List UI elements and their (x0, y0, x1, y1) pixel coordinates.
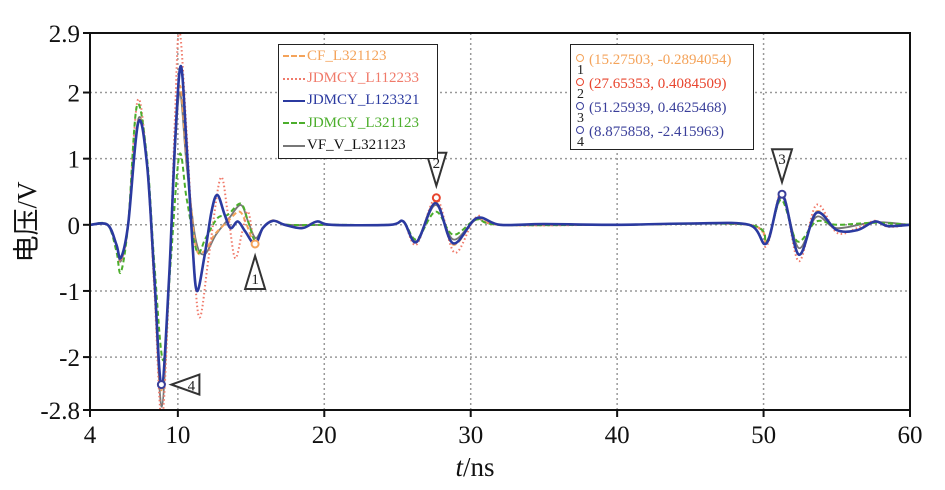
y-tick-label: -1 (59, 279, 80, 306)
x-axis-label-var: t (455, 452, 464, 482)
y-tick-label: -2 (59, 345, 80, 372)
datatip-label: 3 (778, 152, 786, 168)
datatip-index: 4 (577, 135, 584, 150)
y-tick-label: -2.8 (40, 398, 80, 425)
legend-swatch (283, 55, 305, 58)
y-tick-label: 2 (68, 81, 81, 108)
x-tick-label: 30 (458, 422, 483, 449)
legend-swatch (283, 122, 305, 125)
y-tick-label: 0 (68, 213, 81, 240)
datatip-label: 1 (251, 272, 259, 288)
plot-frame (89, 32, 911, 411)
datatip-row: 2 (27.65353, 0.4084509) (571, 72, 753, 102)
datatip-dot-icon (576, 78, 584, 86)
datatip-point[interactable] (156, 380, 166, 390)
datatip-coords: (27.65353, 0.4084509) (589, 76, 727, 92)
datatip-coords: (51.25939, 0.4625468) (589, 100, 727, 116)
legend-item[interactable]: VF_V_L321123 (279, 135, 437, 157)
datatip-pointer (168, 373, 201, 397)
datatip-row: 1 (15.27503, -0.2894054) (571, 48, 753, 78)
datatip-row: 3 (51.25939, 0.4625468) (571, 96, 753, 126)
datatip-pointer (243, 252, 267, 290)
datatip-point[interactable] (250, 239, 260, 249)
datatip-dot-icon (576, 54, 584, 62)
series-line-jdmcy-l321123 (90, 102, 910, 362)
legend: CF_L321123 JDMCY_L112233 JDMCY_L123321 JDMC… (278, 44, 438, 159)
datatip-pointer (770, 148, 794, 186)
legend-item[interactable]: CF_L321123 (279, 45, 437, 67)
x-tick-label: 20 (312, 422, 337, 449)
x-axis-label: t/ns (455, 452, 494, 482)
datatip-index: 3 (577, 111, 584, 126)
legend-item[interactable]: JDMCY_L321123 (279, 112, 437, 134)
datatip-index: 1 (577, 63, 584, 78)
legend-swatch (283, 144, 305, 147)
series-line-vf-v-l321123 (90, 91, 910, 408)
datatip-point[interactable] (777, 189, 787, 199)
datatip-coords: (15.27503, -0.2894054) (589, 52, 732, 68)
legend-label: JDMCY_L123321 (307, 92, 420, 109)
datatip-label: 4 (188, 379, 196, 395)
series-line-jdmcy-l123321 (90, 64, 910, 387)
legend-swatch (283, 77, 305, 80)
datatip-point[interactable] (431, 193, 441, 203)
x-axis-label-unit: /ns (463, 452, 495, 482)
datatip-dot-icon (576, 126, 584, 134)
legend-label: JDMCY_L112233 (307, 70, 419, 87)
datatip-coords: (8.875858, -2.415963) (589, 124, 724, 140)
y-tick-label: 2.9 (49, 21, 80, 48)
datatip-markers: 1 2 3 4 (156, 148, 794, 397)
series-line-cf-l321123 (90, 84, 910, 392)
legend-item[interactable]: JDMCY_L112233 (279, 67, 437, 89)
legend-label: JDMCY_L321123 (307, 114, 419, 131)
datatip-list: 1 (15.27503, -0.2894054) 2 (27.65353, 0.408… (570, 44, 754, 150)
x-tick-label: 40 (605, 422, 630, 449)
y-tick-label: 1 (68, 147, 81, 174)
legend-label: VF_V_L321123 (307, 137, 406, 154)
x-tick-label: 50 (751, 422, 776, 449)
y-axis-label: 电压/V (12, 181, 42, 263)
datatip-index: 2 (577, 87, 584, 102)
datatip-dot-icon (576, 102, 584, 110)
datatip-row: 4 (8.875858, -2.415963) (571, 120, 753, 150)
datatip-label: 2 (433, 156, 441, 172)
legend-label: CF_L321123 (307, 47, 387, 64)
x-tick-label: 4 (84, 422, 97, 449)
x-tick-label: 60 (898, 422, 923, 449)
legend-item[interactable]: JDMCY_L123321 (279, 90, 437, 112)
legend-swatch (283, 99, 305, 102)
x-tick-label: 10 (165, 422, 190, 449)
